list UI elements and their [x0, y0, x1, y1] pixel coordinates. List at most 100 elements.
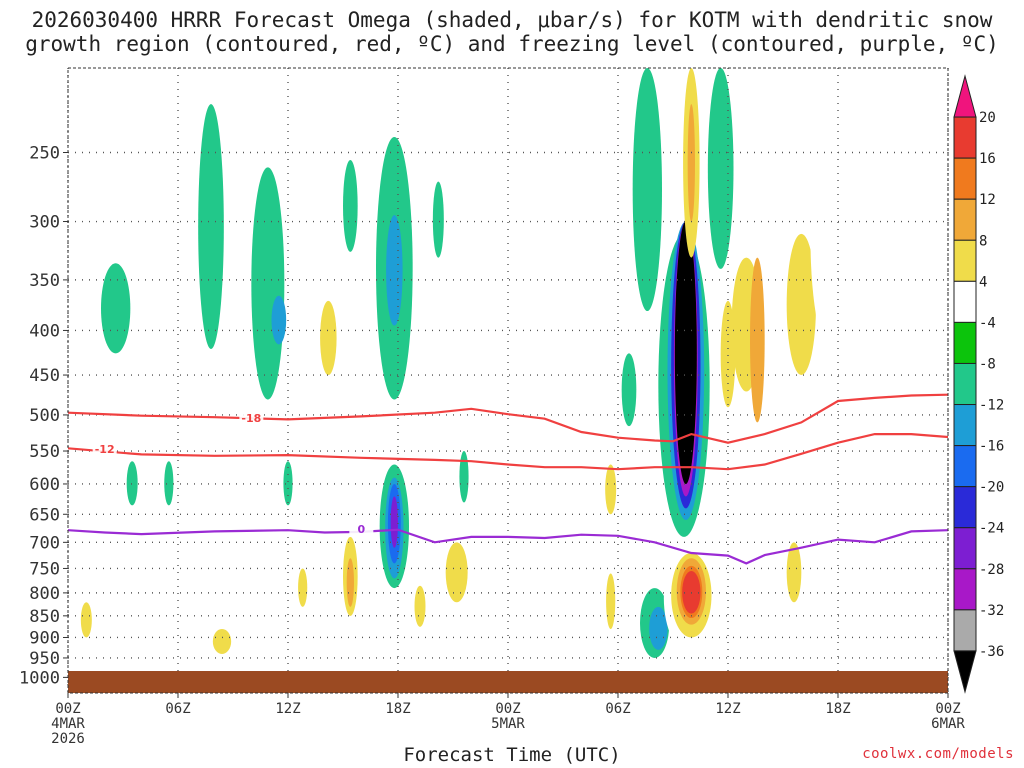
colorbar-segment [953, 239, 977, 282]
omega-cell [887, 542, 936, 638]
omega-cell [594, 339, 617, 437]
y-tick-label: 800 [29, 584, 60, 604]
colorbar-label: -36 [979, 644, 1004, 660]
omega-cell [786, 233, 816, 376]
x-tick-label: 6MAR [931, 716, 965, 732]
title-line-1: 2026030400 HRRR Forecast Omega (shaded, … [31, 8, 993, 32]
omega-cell [449, 290, 494, 430]
x-tick-label: 5MAR [491, 716, 525, 732]
omega-cell [605, 68, 631, 301]
y-tick-label: 500 [29, 406, 60, 426]
omega-cell [320, 300, 337, 376]
freezing-0-label-bg [349, 522, 374, 537]
omega-cell [649, 606, 668, 650]
y-tick-label: 550 [29, 442, 60, 462]
omega-cell [346, 558, 355, 607]
omega-cell [506, 547, 532, 616]
colorbar-segment [953, 280, 977, 323]
omega-cell [632, 68, 662, 312]
source-credit: coolwx.com/models [862, 746, 1014, 762]
omega-cell [445, 542, 468, 603]
colorbar-label: -4 [979, 315, 996, 331]
omega-cell [298, 568, 308, 607]
y-tick-label: 950 [29, 649, 60, 669]
dgz-18-label: -18 [241, 412, 261, 425]
omega-cell [687, 104, 695, 222]
y-tick-label: 850 [29, 607, 60, 627]
x-tick-label: 4MAR [51, 716, 85, 732]
x-tick-label: 00Z [935, 701, 960, 717]
omega-cell [933, 520, 948, 584]
colorbar-segment [953, 404, 977, 447]
omega-cell [517, 86, 543, 340]
omega-cell [674, 221, 697, 484]
omega-cell [251, 167, 285, 400]
x-tick-label: 12Z [275, 701, 300, 717]
contour-lines: -18 -12 0 [68, 393, 948, 565]
dgz-12-label-bg [92, 441, 117, 456]
omega-cell [386, 215, 403, 326]
omega-cell [751, 514, 793, 625]
omega-cell [271, 295, 287, 345]
omega-cell [198, 483, 246, 553]
colorbar-segment [953, 609, 977, 652]
omega-cell [126, 461, 138, 506]
omega-cell [863, 233, 893, 437]
colorbar-segment [953, 362, 977, 406]
omega-cell [621, 353, 637, 427]
omega-cell [73, 597, 114, 650]
y-tick-label: 600 [29, 475, 60, 495]
dgz-12-contour [68, 433, 948, 471]
freezing-0-label: 0 [358, 523, 366, 536]
omega-cell [459, 451, 469, 503]
x-axis-label: Forecast Time (UTC) [403, 744, 621, 766]
omega-cell [821, 471, 870, 603]
colorbar-label: -24 [979, 521, 1004, 537]
x-tick-label: 18Z [825, 701, 850, 717]
y-tick-label: 700 [29, 533, 60, 553]
freezing-0-contour [68, 528, 948, 565]
colorbar-segment [953, 527, 977, 570]
title-line-2: growth region (contoured, red, ºC) and f… [25, 32, 999, 56]
omega-cell [707, 68, 734, 269]
colorbar-label: 8 [979, 233, 987, 249]
colorbar-label: -12 [979, 398, 1004, 414]
colorbar-label: -8 [979, 356, 996, 372]
omega-cell [720, 300, 736, 408]
colorbar-segment [953, 157, 977, 200]
y-tick-label: 250 [29, 143, 60, 163]
colorbar-segment [953, 74, 977, 118]
omega-cell [561, 592, 587, 646]
colorbar: 20 16 12 8 4 -4 -8 -12 -16 -20 -24 -28 -32 -36 [953, 74, 1004, 694]
dgz-12-label: -12 [95, 443, 115, 456]
x-tick-label: 12Z [715, 701, 740, 717]
colorbar-label: 4 [979, 274, 987, 290]
omega-cell [786, 542, 802, 603]
colorbar-label: 16 [979, 151, 996, 167]
y-tick-label: 300 [29, 213, 60, 233]
x-tick-label: 2026 [51, 731, 85, 747]
colorbar-label: -32 [979, 603, 1004, 619]
dgz-18-contour [68, 393, 948, 444]
x-tick-label: 00Z [495, 701, 520, 717]
colorbar-segment [953, 321, 977, 364]
dgz-18-label-bg [239, 410, 264, 425]
x-tick-label: 06Z [165, 701, 190, 717]
omega-shading [73, 68, 948, 658]
terrain-band [68, 671, 948, 693]
y-tick-label: 900 [29, 628, 60, 648]
colorbar-label: -28 [979, 562, 1004, 578]
omega-cell [283, 461, 293, 506]
y-tick-label: 450 [29, 366, 60, 386]
omega-cell [101, 263, 131, 354]
y-axis: 2503003504004505005506006507007508008509… [19, 143, 68, 688]
x-tick-label: 06Z [605, 701, 630, 717]
colorbar-label: 20 [979, 110, 996, 126]
omega-cell [80, 602, 92, 638]
x-tick-label: 00Z [55, 701, 80, 717]
omega-cell [508, 379, 527, 448]
omega-cell [735, 137, 751, 246]
colorbar-segment [953, 568, 977, 611]
